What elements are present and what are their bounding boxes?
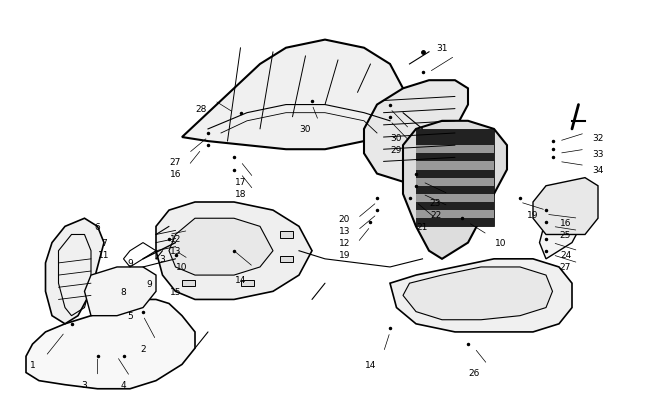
Text: 11: 11 (98, 251, 110, 260)
Polygon shape (182, 40, 403, 150)
Bar (280, 256, 292, 262)
Bar (280, 232, 292, 238)
Text: 3: 3 (160, 255, 165, 264)
Text: 12: 12 (170, 234, 181, 243)
Text: 12: 12 (339, 239, 350, 247)
Text: 7: 7 (101, 239, 107, 247)
Bar (416, 178, 494, 186)
Bar (416, 194, 494, 202)
Text: 9: 9 (127, 259, 133, 268)
Text: 30: 30 (300, 125, 311, 134)
Text: 14: 14 (235, 275, 246, 284)
Text: 27: 27 (170, 158, 181, 166)
Text: 31: 31 (436, 44, 448, 53)
Polygon shape (403, 267, 552, 320)
Text: 13: 13 (170, 247, 181, 256)
Text: 19: 19 (339, 251, 350, 260)
Polygon shape (416, 130, 494, 227)
Text: 27: 27 (560, 263, 571, 272)
Polygon shape (46, 219, 104, 324)
Bar (416, 146, 494, 154)
Polygon shape (364, 81, 468, 182)
Text: 16: 16 (560, 218, 571, 227)
Text: 15: 15 (170, 287, 181, 296)
Text: 19: 19 (527, 210, 539, 219)
Text: 30: 30 (391, 133, 402, 142)
Polygon shape (540, 186, 585, 259)
Text: 34: 34 (592, 166, 604, 175)
Bar (416, 211, 494, 219)
Bar (416, 162, 494, 170)
Text: 10: 10 (176, 263, 188, 272)
Text: 18: 18 (235, 190, 246, 199)
Text: 29: 29 (391, 145, 402, 154)
Text: 13: 13 (339, 226, 350, 235)
Text: 2: 2 (140, 344, 146, 353)
Polygon shape (169, 219, 273, 275)
Text: 3: 3 (82, 380, 87, 389)
Text: 22: 22 (430, 210, 441, 219)
Text: 21: 21 (417, 222, 428, 231)
Text: 4: 4 (121, 380, 126, 389)
Text: 28: 28 (196, 105, 207, 114)
Text: 8: 8 (121, 287, 126, 296)
Text: 6: 6 (95, 222, 100, 231)
Polygon shape (403, 122, 507, 259)
Text: 5: 5 (127, 311, 133, 320)
Text: 16: 16 (170, 170, 181, 179)
Text: 23: 23 (430, 198, 441, 207)
Text: 10: 10 (495, 239, 506, 247)
Text: 24: 24 (560, 251, 571, 260)
Polygon shape (390, 259, 572, 332)
Text: 26: 26 (469, 368, 480, 377)
Text: 20: 20 (339, 214, 350, 223)
Text: 9: 9 (147, 279, 152, 288)
Bar (240, 280, 254, 287)
Text: 17: 17 (235, 178, 246, 187)
Text: 25: 25 (560, 230, 571, 239)
Text: 1: 1 (30, 360, 35, 369)
Polygon shape (84, 267, 156, 316)
Polygon shape (26, 300, 195, 389)
Text: 33: 33 (592, 149, 604, 158)
Bar (182, 280, 195, 287)
Text: 14: 14 (365, 360, 376, 369)
Polygon shape (533, 178, 598, 235)
Polygon shape (156, 202, 312, 300)
Text: 32: 32 (592, 133, 604, 142)
